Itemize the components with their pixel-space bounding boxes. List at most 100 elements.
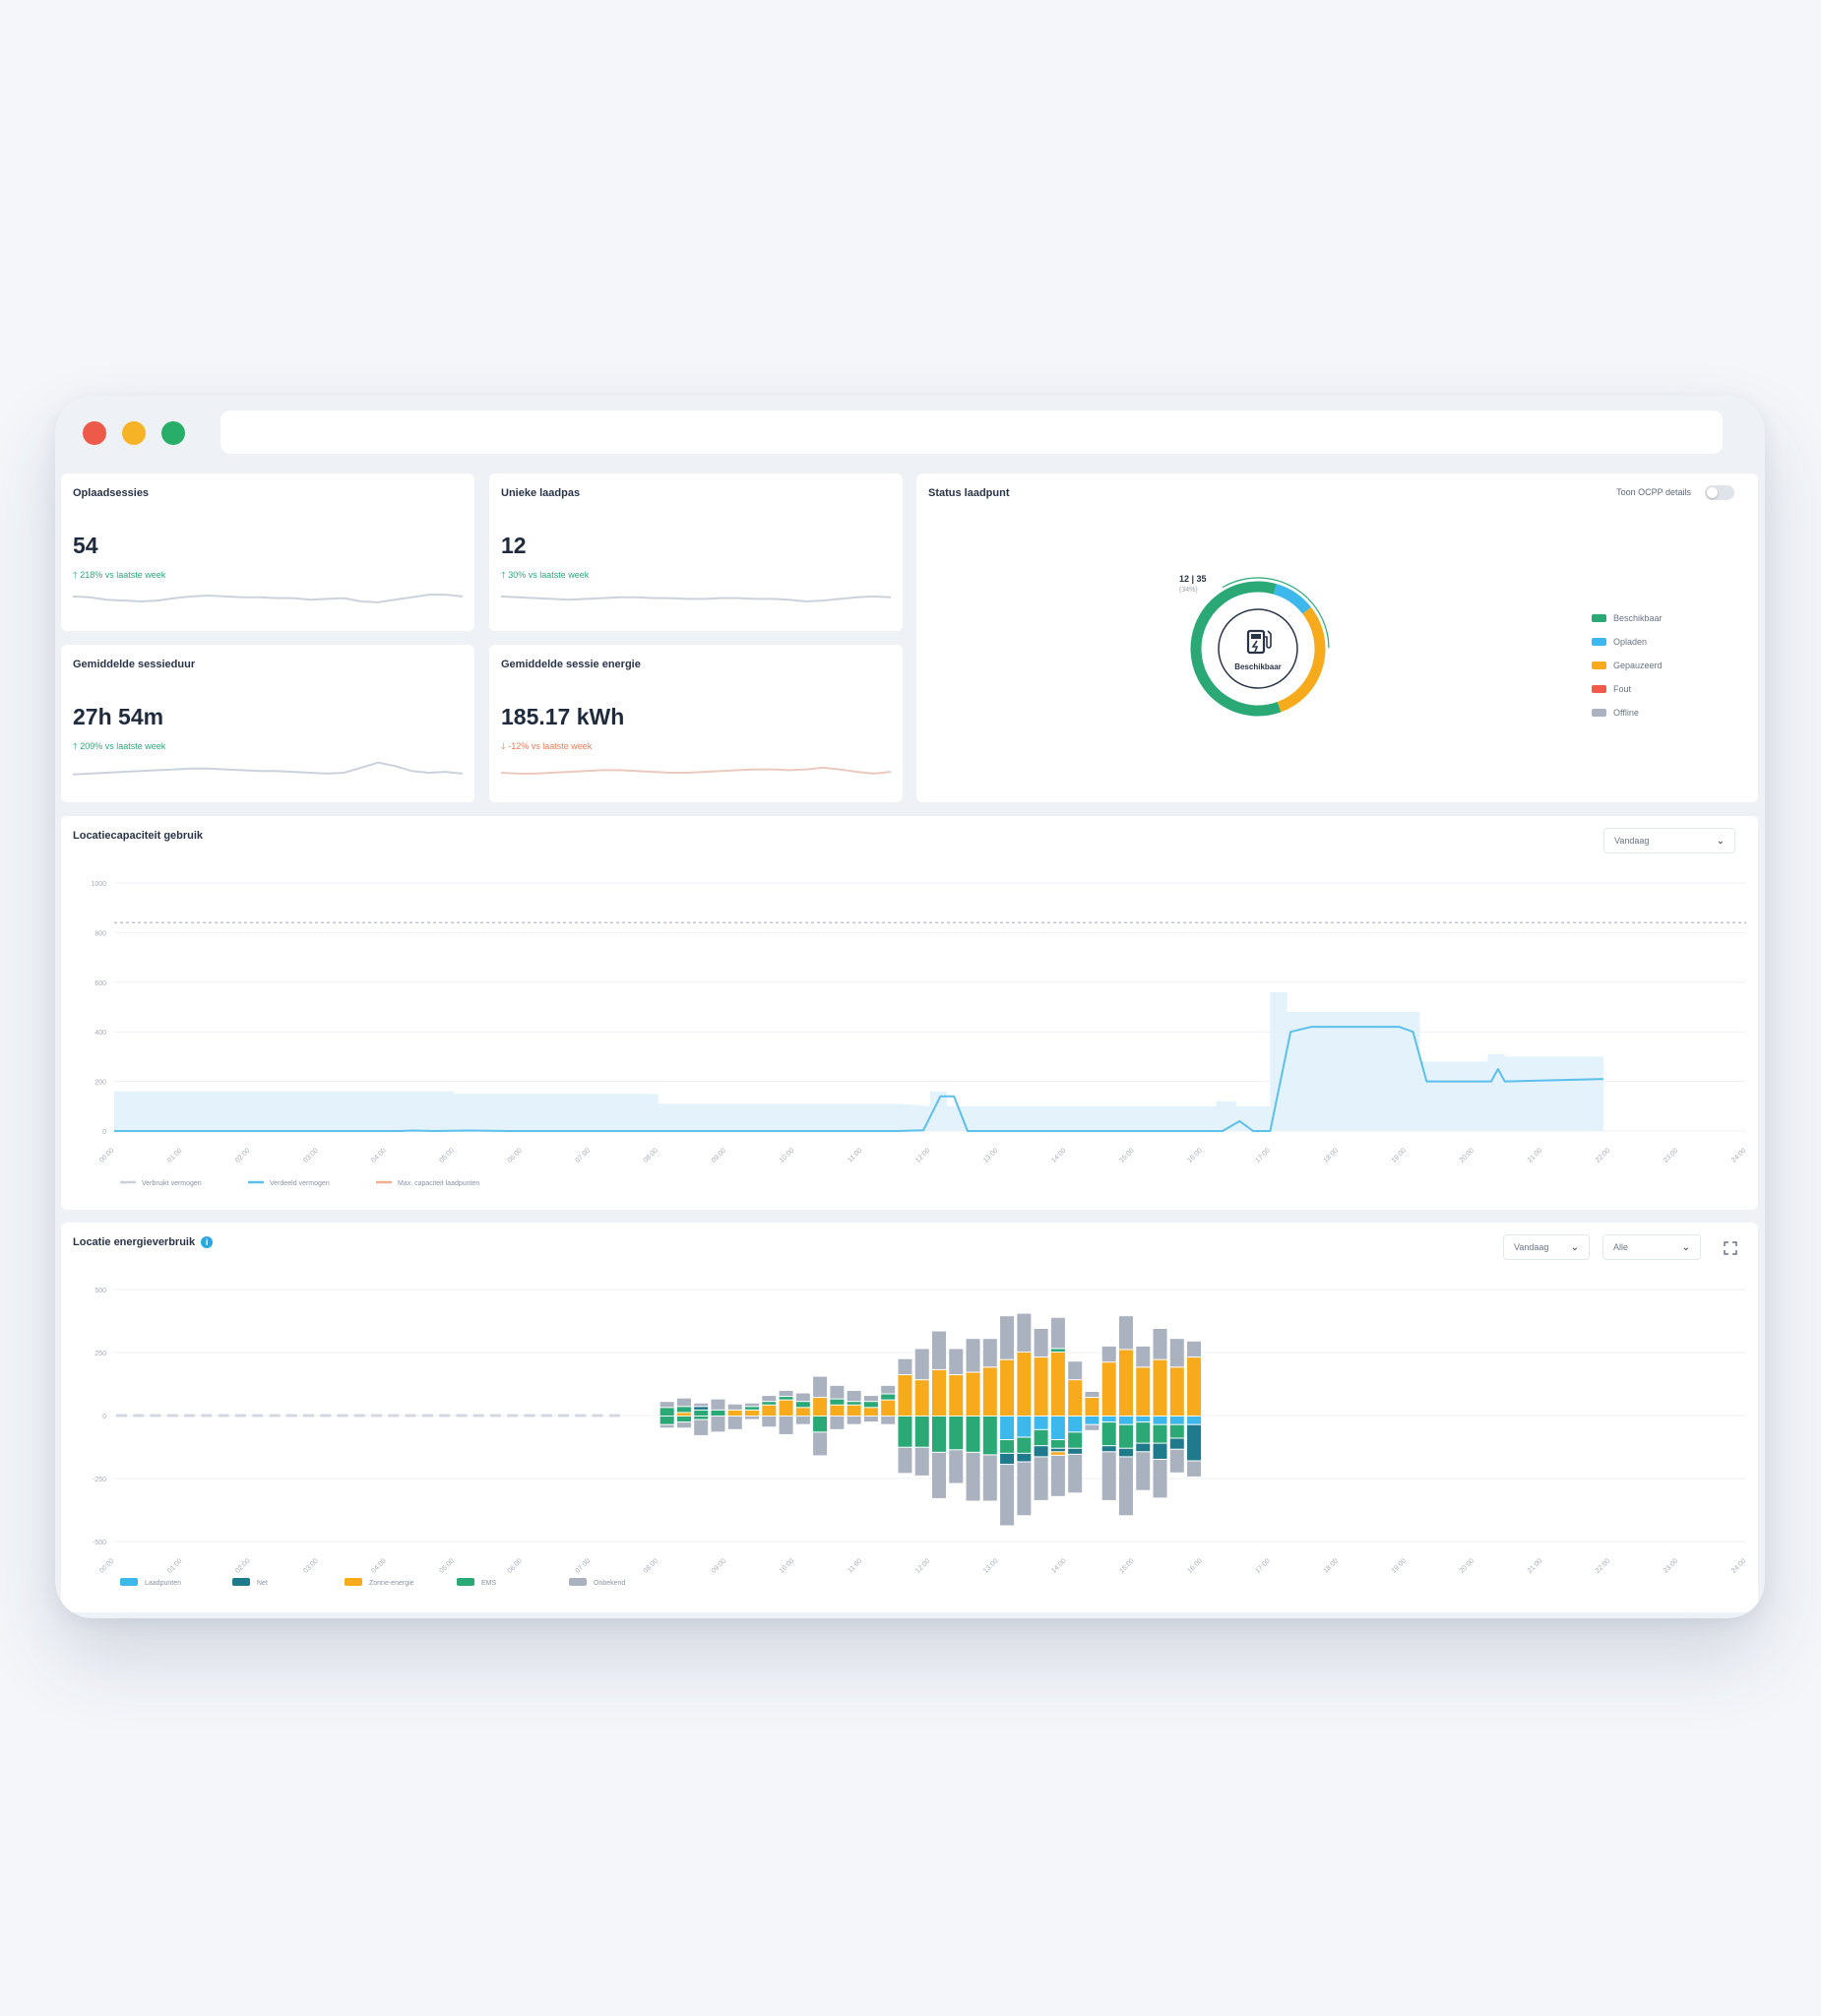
bar-segment-laadpunten [1118, 1417, 1133, 1424]
legend-label[interactable]: Verbruikt vermogen [142, 1180, 202, 1187]
x-tick-label: 16:00 [1186, 1147, 1203, 1164]
kpi-sparkline [73, 761, 463, 776]
x-tick-label: 02:00 [234, 1147, 251, 1164]
legend-label[interactable]: Verdeeld vermogen [270, 1180, 330, 1187]
status-donut-chart: 12 | 35 (34%) Beschikbaar [1179, 574, 1330, 721]
allocated-power-area [114, 991, 1603, 1131]
ocpp-details-toggle[interactable] [1705, 485, 1734, 500]
bar-segment-ems [898, 1417, 912, 1447]
info-icon[interactable]: i [201, 1236, 214, 1249]
legend-label[interactable]: Laadpunten [145, 1580, 181, 1587]
x-tick-label: 06:00 [507, 1557, 524, 1574]
legend-item-gepauzeerd[interactable]: Gepauzeerd [1592, 654, 1663, 677]
bar-segment-zonne-energie [863, 1408, 878, 1416]
bar-segment-ems [1000, 1440, 1015, 1453]
x-tick-label: 03:00 [302, 1147, 319, 1164]
energy-title-wrap: Locatie energieverbruik i [73, 1236, 214, 1249]
minimize-window-dot[interactable] [122, 421, 146, 445]
bar-segment-onbekend [1034, 1328, 1048, 1357]
legend-label[interactable]: Net [257, 1580, 268, 1587]
bar-segment-laadpunten [1050, 1417, 1065, 1440]
legend-item-fout[interactable]: Fout [1592, 677, 1663, 701]
bar-segment-laadpunten [1101, 1417, 1116, 1422]
bar-segment-onbekend [659, 1424, 674, 1428]
bar-segment-onbekend [881, 1385, 896, 1394]
expand-icon[interactable] [1724, 1241, 1737, 1255]
bar-segment-ems [1050, 1349, 1065, 1352]
donut-segment-opladen[interactable] [1273, 584, 1311, 614]
energy-period-select[interactable]: Vandaag ⌄ [1503, 1234, 1590, 1260]
bar-segment-onbekend [1034, 1457, 1048, 1500]
bar-segment-onbekend [1050, 1455, 1065, 1496]
bar-segment-onbekend [1187, 1341, 1202, 1357]
y-tick-label: 400 [94, 1030, 106, 1037]
chevron-down-icon: ⌄ [1716, 835, 1725, 847]
x-tick-label: 19:00 [1391, 1557, 1408, 1574]
bar-segment-zonne-energie [727, 1410, 742, 1416]
y-tick-label: 0 [102, 1129, 106, 1136]
bar-segment-zonne-energie [898, 1375, 912, 1416]
legend-item-offline[interactable]: Offline [1592, 701, 1663, 724]
legend-item-beschikbaar[interactable]: Beschikbaar [1592, 606, 1663, 630]
bar-baseline [353, 1414, 365, 1418]
kpi-value: 54 [73, 533, 98, 558]
donut-segment-beschikbaar[interactable] [1190, 581, 1282, 717]
bar-segment-onbekend [847, 1417, 861, 1424]
x-tick-label: 05:00 [438, 1147, 455, 1164]
bar-segment-onbekend [982, 1455, 997, 1501]
bar-segment-onbekend [694, 1419, 709, 1435]
kpi-value: 27h 54m [73, 704, 164, 729]
kpi-change: 🡑 30% vs laatste week [501, 570, 590, 580]
close-window-dot[interactable] [83, 421, 106, 445]
x-tick-label: 09:00 [711, 1147, 727, 1164]
bar-segment-onbekend [727, 1404, 742, 1410]
bar-segment-zonne-energie [795, 1408, 810, 1416]
bar-segment-zonne-energie [1000, 1359, 1015, 1416]
bar-segment-onbekend [830, 1417, 845, 1429]
bar-segment-onbekend [1169, 1449, 1184, 1473]
x-tick-label: 12:00 [914, 1557, 931, 1574]
bar-segment-onbekend [1085, 1391, 1099, 1398]
y-tick-label: -500 [93, 1540, 106, 1546]
legend-label[interactable]: Max. capaciteit laadpunten [398, 1180, 479, 1187]
bar-segment-ems [779, 1397, 793, 1400]
energy-filter-select[interactable]: Alle ⌄ [1602, 1234, 1701, 1260]
x-tick-label: 06:00 [507, 1147, 524, 1164]
bar-segment-ems [1136, 1422, 1151, 1443]
bar-baseline [472, 1414, 484, 1418]
bar-baseline [320, 1414, 332, 1418]
donut-segment-gepauzeerd[interactable] [1277, 606, 1326, 713]
bar-baseline [575, 1414, 587, 1418]
energy-chart: 500 250 0 -250 -500 00:00 01:00 02:00 03:00 04:0… [93, 1288, 1747, 1587]
maximize-window-dot[interactable] [161, 421, 185, 445]
capacity-card: Locatiecapaciteit gebruik Vandaag ⌄ 1000… [61, 816, 1758, 1210]
x-tick-label: 19:00 [1391, 1147, 1408, 1164]
bar-segment-onbekend [727, 1417, 742, 1429]
legend-label[interactable]: EMS [481, 1580, 497, 1587]
kpi-value: 12 [501, 533, 527, 558]
bar-segment-onbekend [1118, 1457, 1133, 1516]
energy-card: Locatie energieverbruik i Vandaag ⌄ Alle … [61, 1223, 1758, 1612]
y-tick-label: -250 [93, 1477, 106, 1483]
legend-item-opladen[interactable]: Opladen [1592, 630, 1663, 654]
bar-segment-zonne-energie [762, 1405, 777, 1416]
trend-up-icon: 🡑 [73, 741, 78, 751]
bar-segment-onbekend [1000, 1465, 1015, 1526]
kpi-sparkline [501, 595, 891, 603]
legend-label[interactable]: Onbekend [594, 1580, 625, 1587]
x-tick-label: 08:00 [643, 1557, 659, 1574]
kpi-card-unique-cards: Unieke laadpas 12 🡑 30% vs laatste week [489, 473, 903, 631]
donut-tooltip-percent: (34%) [1179, 587, 1198, 594]
sparkline-path [501, 595, 891, 603]
x-tick-label: 13:00 [982, 1557, 999, 1574]
bar-segment-zonne-energie [1050, 1353, 1065, 1416]
toggle-knob [1707, 487, 1718, 498]
address-bar[interactable] [220, 410, 1723, 454]
bar-segment-onbekend [676, 1422, 691, 1428]
bar-segment-ems [694, 1417, 709, 1419]
legend-label[interactable]: Zonne-energie [369, 1580, 414, 1587]
bar-segment-onbekend [1068, 1454, 1083, 1493]
capacity-period-select[interactable]: Vandaag ⌄ [1603, 828, 1735, 853]
bar-segment-zonne-energie [779, 1400, 793, 1416]
bar-segment-onbekend [1136, 1346, 1151, 1367]
